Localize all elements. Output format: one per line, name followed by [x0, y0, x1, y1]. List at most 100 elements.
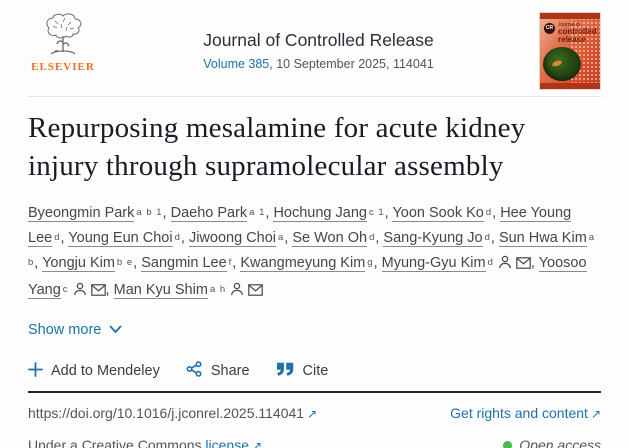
share-label: Share: [210, 363, 250, 379]
author-separator: ,: [490, 230, 499, 246]
author-affiliation-sup[interactable]: b e: [116, 257, 134, 268]
author-item: Man Kyu Shim a h: [113, 282, 264, 299]
author-link[interactable]: Yoon Sook Ko: [392, 205, 484, 222]
doi-text: https://doi.org/10.1016/j.jconrel.2025.1…: [28, 405, 305, 421]
cite-button[interactable]: Cite: [276, 362, 329, 380]
doi-row: https://doi.org/10.1016/j.jconrel.2025.1…: [28, 405, 601, 421]
volume-issue-line: Volume 385, 10 September 2025, 114041: [98, 57, 539, 71]
author-affiliation-sup[interactable]: d: [369, 232, 376, 243]
author-separator: ,: [375, 230, 384, 246]
author-affiliation-sup[interactable]: a 1: [249, 207, 266, 218]
add-to-mendeley-label: Add to Mendeley: [51, 363, 160, 379]
open-access-dot-icon: [503, 440, 513, 448]
author-separator: ,: [162, 205, 171, 221]
cover-journal-of-text: Journal of: [558, 22, 580, 28]
author-link[interactable]: Hochung Jang: [273, 205, 367, 222]
author-item: Se Won Oh d,: [292, 230, 384, 247]
author-affiliation-sup[interactable]: c: [62, 284, 69, 295]
author-item: Young Eun Choi d,: [68, 230, 189, 247]
author-link[interactable]: Man Kyu Shim: [113, 282, 208, 299]
header-divider: [28, 96, 601, 97]
author-item: Hee Young Lee d,: [28, 205, 572, 247]
author-link[interactable]: Yoosoo Yang: [28, 255, 587, 299]
author-affiliation-sup[interactable]: a b 1: [136, 207, 163, 218]
author-separator: ,: [232, 255, 241, 271]
email-author-icon[interactable]: [248, 280, 263, 305]
volume-link[interactable]: Volume 385: [203, 57, 270, 71]
email-author-icon[interactable]: [90, 280, 106, 305]
license-prefix: Under a Creative Commons: [28, 437, 206, 448]
article-title: Repurposing mesalamine for acute kidney …: [28, 112, 526, 182]
author-item: Yoon Sook Ko d,: [392, 205, 501, 222]
author-link[interactable]: Sangmin Lee: [141, 255, 227, 272]
share-icon: [186, 361, 203, 381]
author-item: Yongju Kim b e,: [42, 255, 142, 272]
author-affiliation-sup[interactable]: g: [367, 257, 374, 268]
corresponding-author-icon[interactable]: [498, 253, 512, 278]
elsevier-wordmark: ELSEVIER: [31, 61, 95, 73]
journal-cover-thumbnail[interactable]: CR Journal of controlled release: [539, 12, 601, 90]
corresponding-author-icon[interactable]: [73, 280, 87, 305]
author-separator: ,: [180, 230, 189, 246]
author-separator: ,: [284, 230, 293, 246]
author-affiliation-sup[interactable]: d: [54, 232, 61, 243]
author-link[interactable]: Sun Hwa Kim: [498, 230, 587, 247]
show-more-button[interactable]: Show more: [28, 322, 122, 338]
author-separator: ,: [492, 205, 501, 221]
author-link[interactable]: Se Won Oh: [292, 230, 368, 247]
author-link[interactable]: Hee Young Lee: [28, 205, 572, 247]
chevron-down-icon: [109, 322, 122, 338]
author-affiliation-sup[interactable]: d: [487, 257, 494, 268]
author-affiliation-sup[interactable]: a b: [28, 232, 596, 268]
author-affiliation-sup[interactable]: d: [174, 232, 181, 243]
email-author-icon[interactable]: [516, 253, 531, 278]
journal-title-block: Journal of Controlled Release Volume 385…: [98, 12, 539, 71]
author-separator: ,: [133, 255, 142, 271]
cover-top-bar: [540, 13, 600, 19]
add-to-mendeley-button[interactable]: Add to Mendeley: [28, 361, 160, 381]
author-item: Jiwoong Choi a,: [188, 230, 293, 247]
author-link[interactable]: Yongju Kim: [42, 255, 115, 272]
author-separator: ,: [530, 255, 539, 271]
issue-info: , 10 September 2025, 114041: [269, 57, 434, 71]
author-link[interactable]: Young Eun Choi: [68, 230, 173, 247]
cover-cr-logo: CR: [544, 23, 555, 34]
author-separator: ,: [265, 205, 274, 221]
author-link[interactable]: Daeho Park: [170, 205, 248, 222]
author-item: Byeongmin Park a b 1,: [28, 205, 171, 222]
author-affiliation-sup[interactable]: d: [485, 207, 493, 218]
author-separator: ,: [384, 205, 393, 221]
author-link[interactable]: Kwangmeyung Kim: [240, 255, 366, 272]
author-affiliation-sup[interactable]: c 1: [368, 207, 385, 218]
author-link[interactable]: Jiwoong Choi: [188, 230, 276, 247]
external-link-icon: ↗: [307, 407, 318, 421]
author-link[interactable]: Sang-Kyung Jo: [383, 230, 483, 247]
license-link-label: license: [205, 437, 249, 448]
cover-bottom-bar: [540, 83, 600, 89]
author-item: Myung-Gyu Kim d,: [381, 255, 539, 272]
author-affiliation-sup[interactable]: a: [278, 232, 285, 243]
get-rights-link[interactable]: Get rights and content ↗: [450, 405, 601, 421]
elsevier-logo[interactable]: ELSEVIER: [28, 12, 98, 73]
author-affiliation-sup[interactable]: f: [228, 257, 233, 268]
share-button[interactable]: Share: [186, 361, 250, 381]
author-item: Yoosoo Yang c,: [28, 255, 587, 299]
journal-title-link[interactable]: Journal of Controlled Release: [203, 30, 434, 50]
author-affiliation-sup[interactable]: d: [484, 232, 491, 243]
author-item: Sang-Kyung Jo d,: [383, 230, 499, 247]
license-link[interactable]: license ↗: [205, 437, 262, 448]
author-list: Byeongmin Park a b 1, Daeho Park a 1, Hoch…: [28, 201, 601, 305]
corresponding-author-icon[interactable]: [230, 280, 244, 305]
author-separator: ,: [34, 255, 43, 271]
elsevier-tree-icon: [41, 12, 85, 60]
action-bar-divider: [28, 391, 601, 393]
cover-controlled-release-text: controlled release: [558, 27, 597, 44]
external-link-icon: ↗: [590, 407, 601, 421]
quote-icon: [276, 362, 295, 380]
cite-label: Cite: [302, 363, 329, 379]
doi-link[interactable]: https://doi.org/10.1016/j.jconrel.2025.1…: [28, 405, 317, 421]
open-access-label: Open access: [519, 437, 601, 448]
author-link[interactable]: Byeongmin Park: [28, 205, 135, 222]
author-affiliation-sup[interactable]: a h: [209, 284, 227, 295]
author-link[interactable]: Myung-Gyu Kim: [381, 255, 486, 272]
